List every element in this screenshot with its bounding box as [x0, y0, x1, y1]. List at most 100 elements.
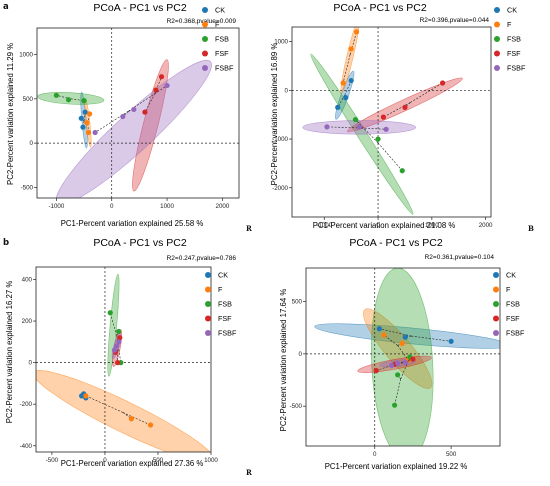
- x-tick-label: -1000: [316, 222, 332, 229]
- spoke-line: [154, 76, 162, 94]
- data-point-f: [399, 340, 405, 346]
- data-point-fsf: [380, 114, 387, 120]
- corner-label-r-bottom: R: [246, 468, 252, 477]
- legend-label-f: F: [507, 20, 512, 29]
- data-point-fsbf: [131, 106, 137, 113]
- data-point-fsb: [107, 310, 113, 316]
- x-tick-label: 1000: [204, 457, 218, 464]
- x-tick-label: 500: [446, 451, 457, 458]
- data-point-fsbf: [324, 124, 330, 130]
- corner-label-b-top: B: [528, 224, 534, 233]
- legend-label-fsb: FSB: [218, 300, 232, 309]
- legend-marker-fsbf: [202, 65, 208, 71]
- x-tick-label: -1000: [48, 203, 64, 210]
- y-tick-label: 500: [292, 299, 303, 306]
- spoke-line: [109, 312, 117, 336]
- legend-label-fsb: FSB: [506, 300, 520, 309]
- data-point-fsb: [116, 328, 122, 335]
- legend-label-fsbf: FSBF: [218, 329, 237, 338]
- data-point-f: [85, 129, 92, 136]
- stat-label: R2=0.361,pvalue=0.104: [425, 254, 495, 261]
- spoke-line: [94, 110, 129, 133]
- plot-frame: [35, 266, 212, 453]
- data-point-fsf: [439, 80, 446, 86]
- data-point-fsf: [153, 87, 159, 93]
- data-point-ck: [78, 115, 84, 121]
- data-point-fsbf: [111, 347, 118, 353]
- y-tick-label: 200: [22, 318, 33, 325]
- y-tick-label: -2000: [272, 185, 288, 192]
- corner-label-r-top: R: [246, 224, 252, 233]
- spoke-line: [383, 334, 398, 346]
- data-point-ck: [343, 95, 349, 101]
- chart-title: PCoA - PC1 vs PC2: [349, 237, 443, 249]
- legend-label-fsf: FSF: [507, 49, 521, 58]
- legend-marker-fsf: [202, 50, 208, 57]
- legend-marker-f: [494, 21, 500, 28]
- plot-frame: [291, 26, 492, 218]
- y-tick-label: -400: [20, 443, 33, 450]
- legend-marker-fsb: [202, 36, 208, 42]
- legend: CK F FSB FSF FSBF: [202, 6, 234, 73]
- spoke-line: [342, 54, 351, 84]
- data-point-ck: [402, 334, 408, 340]
- legend-marker-ck: [494, 7, 500, 13]
- x-tick-label: 0: [110, 203, 114, 210]
- data-point-fsbf: [388, 362, 395, 368]
- data-point-f: [128, 416, 135, 422]
- y-tick-label: 0: [285, 87, 289, 94]
- data-point-fsb: [375, 136, 381, 142]
- ellipse-fsbf: [55, 60, 212, 198]
- ellipse-f: [36, 370, 211, 452]
- plot-area: [292, 27, 491, 217]
- data-point-fsf: [410, 356, 416, 362]
- data-point-fsbf: [116, 339, 122, 345]
- y-axis-label: PC2-Percent variation explained 16.27 %: [5, 281, 14, 424]
- data-point-fsb: [53, 92, 59, 98]
- pcoa-panel-2: PCoA - PC1 vs PC2 R2=0.396,pvalue=0.044 PC…: [270, 2, 526, 230]
- legend-marker-fsf: [494, 50, 500, 57]
- legend-label-fsbf: FSBF: [507, 64, 526, 73]
- plot-area: [37, 28, 239, 198]
- panel-label-b: b: [3, 238, 10, 248]
- x-axis-label: PC1-Percent variation explained 25.58 %: [61, 219, 204, 228]
- data-point-fsb: [391, 402, 398, 408]
- x-tick-label: 0: [103, 457, 107, 464]
- spoke-line: [128, 85, 168, 112]
- spoke-line: [404, 102, 411, 108]
- plot-frame: [305, 267, 501, 447]
- data-point-fsf: [115, 360, 121, 366]
- data-point-f: [348, 46, 354, 52]
- data-point-fsbf: [92, 129, 98, 136]
- plot-frame: [36, 27, 240, 199]
- pcoa-panel-3: PCoA - PC1 vs PC2 R2=0.247,pvalue=0.786 PC…: [5, 237, 237, 468]
- legend-label-fsb: FSB: [215, 35, 229, 44]
- legend-marker-f: [202, 21, 208, 28]
- x-tick-label: 500: [153, 457, 164, 464]
- legend-marker-fsb: [494, 36, 500, 42]
- y-tick-label: 500: [23, 96, 34, 103]
- pcoa-panel-4: PCoA - PC1 vs PC2 R2=0.361,pvalue=0.104 PC…: [279, 237, 525, 471]
- y-tick-label: 400: [22, 276, 33, 283]
- y-tick-label: 0: [30, 140, 34, 147]
- legend: CK F FSB FSF FSBF: [493, 271, 525, 338]
- y-axis-label: PC2-Percent variation explained 16.89 %: [270, 43, 279, 186]
- data-point-fsbf: [164, 82, 170, 89]
- x-tick-label: 0: [373, 451, 377, 458]
- panel-label-a: a: [3, 2, 9, 12]
- spoke-line: [411, 335, 452, 342]
- data-point-fsf: [158, 74, 165, 80]
- legend-marker-ck: [202, 7, 208, 13]
- plot-area: [306, 268, 500, 446]
- data-point-ck: [79, 393, 85, 399]
- x-tick-label: 0: [376, 222, 380, 229]
- legend-label-ck: CK: [215, 6, 225, 15]
- legend-label-fsf: FSF: [506, 314, 520, 323]
- x-tick-label: 1000: [425, 222, 439, 229]
- data-point-f: [381, 332, 387, 338]
- data-point-f: [340, 80, 346, 86]
- legend-marker-f: [205, 286, 211, 293]
- y-tick-label: 1000: [19, 52, 33, 59]
- legend-label-fsbf: FSBF: [506, 329, 525, 338]
- spoke-line: [394, 378, 402, 406]
